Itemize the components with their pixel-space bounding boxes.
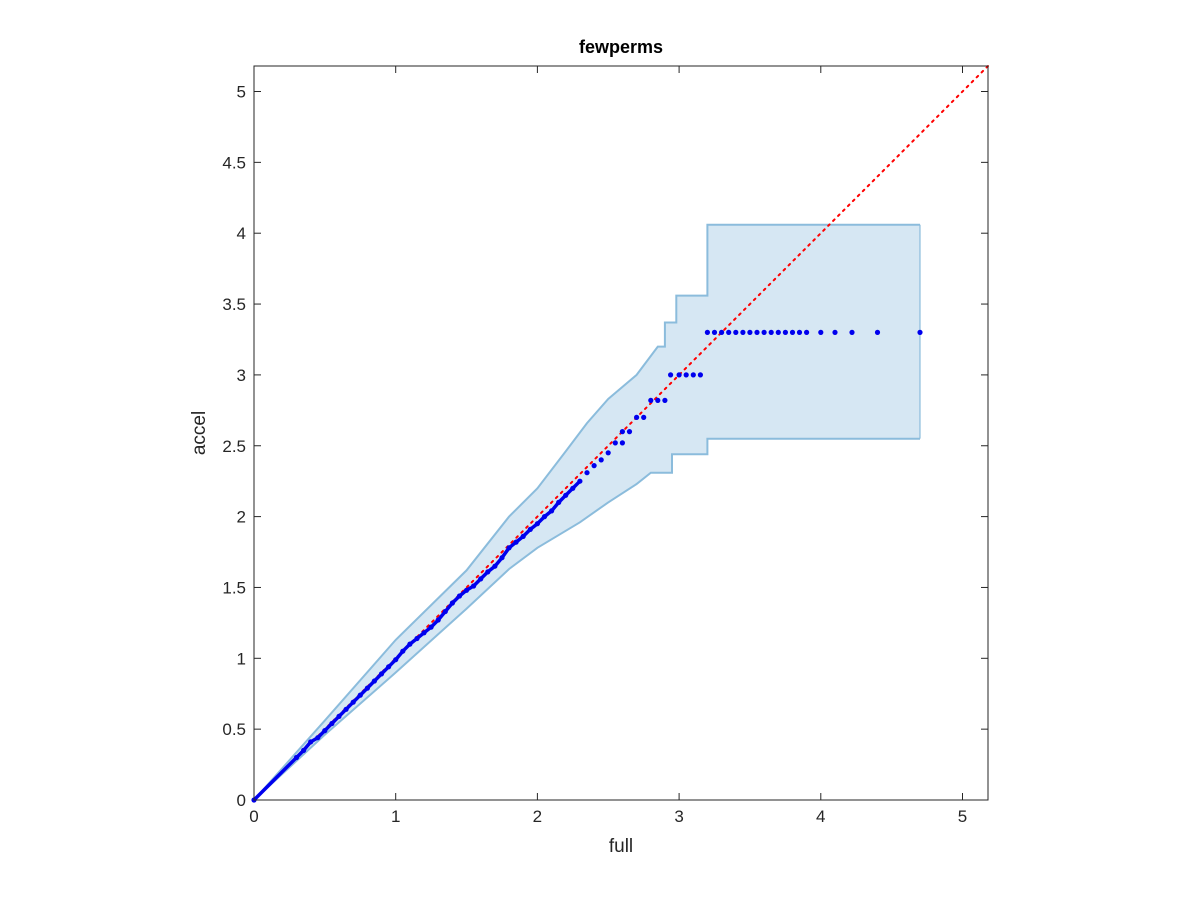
y-tick-label: 1 xyxy=(237,649,246,668)
y-tick-label: 0.5 xyxy=(222,720,246,739)
data-point xyxy=(747,329,753,335)
y-tick-label: 1.5 xyxy=(222,578,246,597)
y-axis-label: accel xyxy=(189,411,210,455)
data-point xyxy=(619,429,626,435)
y-tick-label: 2.5 xyxy=(222,437,246,456)
data-point xyxy=(917,329,923,335)
data-point xyxy=(598,457,604,463)
data-point xyxy=(789,329,796,335)
data-point xyxy=(668,372,674,378)
data-point xyxy=(662,397,668,403)
data-point xyxy=(690,372,696,378)
data-point xyxy=(711,329,718,335)
data-point xyxy=(704,329,711,335)
data-point xyxy=(796,329,803,335)
y-tick-label: 4 xyxy=(237,224,246,243)
data-point xyxy=(754,329,760,335)
data-point xyxy=(612,440,618,446)
data-point xyxy=(655,397,661,403)
band-lower-edge xyxy=(253,437,920,801)
dense-point-trace xyxy=(252,479,582,802)
data-point xyxy=(874,329,881,335)
y-tick-label: 2 xyxy=(237,508,246,527)
data-point xyxy=(768,329,774,335)
data-points xyxy=(251,329,923,803)
data-point xyxy=(619,440,626,446)
data-point xyxy=(849,329,855,335)
data-point xyxy=(697,372,704,378)
data-point xyxy=(726,329,732,335)
axes-box xyxy=(253,65,989,801)
data-point xyxy=(591,463,597,469)
y-tick-label: 3 xyxy=(237,366,246,385)
x-tick-label: 0 xyxy=(249,807,258,826)
band-upper-edge xyxy=(253,223,920,801)
y-axis-ticks: 0 0.5 1 1.5 2 2.5 3 3.5 4 4.5 5 xyxy=(222,83,988,810)
data-point xyxy=(832,329,838,335)
data-point xyxy=(804,329,810,335)
data-point xyxy=(775,329,781,335)
y-tick-label: 3.5 xyxy=(222,295,246,314)
y-tick-label: 5 xyxy=(237,83,246,102)
data-point xyxy=(733,329,739,335)
x-tick-label: 3 xyxy=(674,807,683,826)
data-point xyxy=(676,372,682,378)
data-point xyxy=(648,397,654,403)
data-point xyxy=(740,329,746,335)
x-tick-label: 1 xyxy=(391,807,400,826)
x-tick-label: 4 xyxy=(816,807,825,826)
data-point xyxy=(818,329,824,335)
data-point xyxy=(626,429,633,435)
data-point xyxy=(634,414,640,420)
y-tick-label: 4.5 xyxy=(222,153,246,172)
chart-title: fewperms xyxy=(579,37,663,57)
x-tick-label: 5 xyxy=(958,807,967,826)
data-point xyxy=(719,329,725,335)
data-point xyxy=(605,450,611,456)
band-area xyxy=(254,224,920,800)
x-tick-label: 2 xyxy=(533,807,542,826)
x-axis-ticks: 0 1 2 3 4 5 xyxy=(249,66,967,826)
data-point xyxy=(683,372,689,378)
data-point xyxy=(761,329,767,335)
data-point xyxy=(782,329,789,335)
x-axis-label: full xyxy=(609,836,633,857)
data-point xyxy=(584,470,590,476)
data-point xyxy=(641,414,647,420)
y-tick-label: 0 xyxy=(237,791,246,810)
